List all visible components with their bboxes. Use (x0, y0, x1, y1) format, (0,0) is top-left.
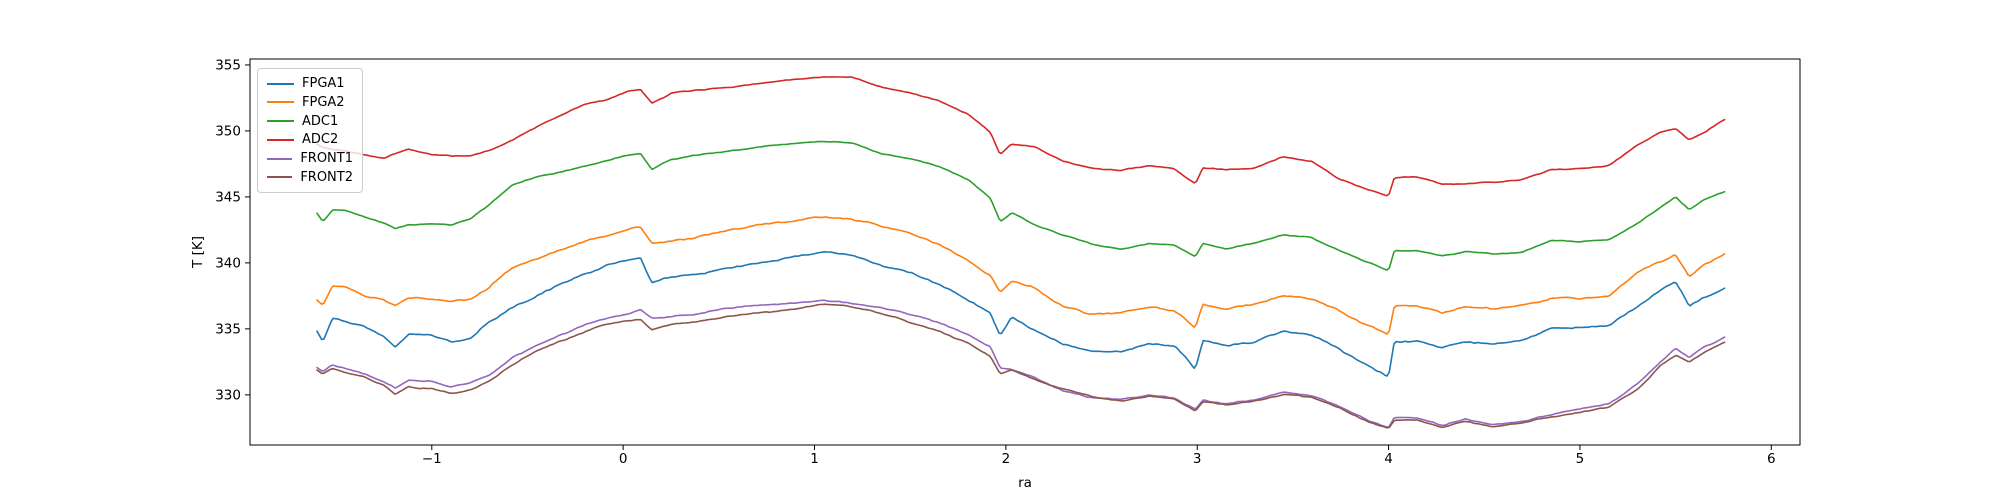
plot-area (249, 58, 1801, 446)
x-tick-label: 3 (1193, 451, 1202, 467)
y-tick-label: 335 (215, 322, 241, 338)
series-line-front1 (316, 299, 1726, 429)
legend: FPGA1 FPGA2 ADC1 ADC2 FRONT1 FRONT2 (257, 68, 363, 193)
legend-entry: FRONT2 (267, 170, 353, 185)
y-tick-label: 345 (215, 190, 241, 206)
legend-line-sample (267, 138, 294, 141)
legend-label: FPGA2 (302, 94, 345, 110)
legend-line-sample (267, 157, 293, 160)
x-tick-label: 0 (619, 451, 628, 467)
legend-line-sample (267, 120, 294, 123)
legend-label: ADC1 (302, 113, 339, 129)
legend-line-sample (267, 82, 294, 85)
legend-line-sample (267, 176, 293, 179)
series-lines (316, 76, 1726, 429)
series-line-front2 (316, 303, 1726, 429)
y-tick-label: 330 (215, 388, 241, 404)
legend-entry: ADC1 (267, 114, 353, 129)
x-tick-label: −1 (422, 451, 442, 467)
legend-label: FRONT2 (300, 169, 353, 185)
series-line-fpga2 (316, 216, 1726, 335)
series-line-fpga1 (316, 251, 1726, 377)
y-tick-label: 350 (215, 124, 241, 140)
x-tick-label: 4 (1384, 451, 1393, 467)
tick-marks (245, 64, 1772, 450)
x-tick-label: 2 (1002, 451, 1011, 467)
x-tick-label: 6 (1767, 451, 1776, 467)
legend-entry: FPGA1 (267, 76, 353, 91)
legend-entry: FRONT1 (267, 151, 353, 166)
series-line-adc1 (316, 140, 1726, 271)
legend-label: FPGA1 (302, 76, 345, 91)
legend-label: ADC2 (302, 132, 339, 148)
x-tick-label: 1 (810, 451, 819, 467)
legend-entry: FPGA2 (267, 95, 353, 110)
legend-line-sample (267, 101, 294, 104)
y-tick-label: 340 (215, 256, 241, 272)
y-tick-label: 355 (215, 58, 241, 74)
x-axis-label: ra (1018, 475, 1032, 491)
legend-label: FRONT1 (300, 151, 353, 167)
y-axis-label: T [K] (190, 236, 206, 269)
legend-entry: ADC2 (267, 132, 353, 147)
series-line-adc2 (316, 76, 1726, 197)
x-tick-label: 5 (1576, 451, 1585, 467)
